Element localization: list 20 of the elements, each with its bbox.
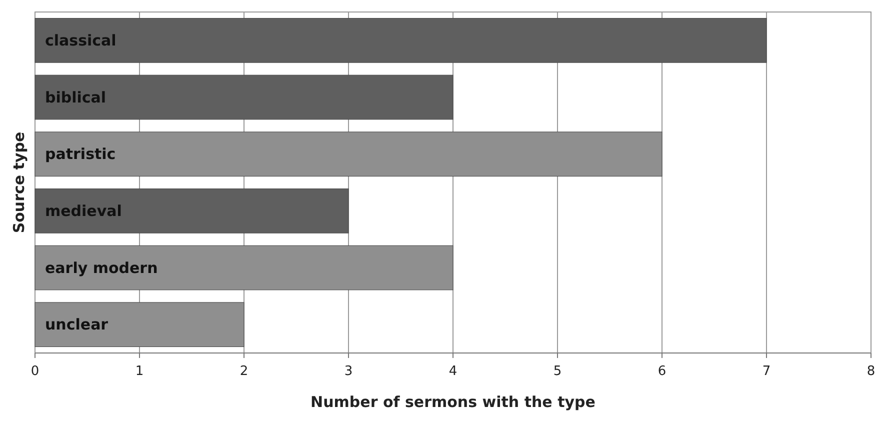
x-tick-label: 4 xyxy=(448,364,458,379)
bar xyxy=(34,188,349,234)
x-tick-label: 7 xyxy=(762,364,771,379)
bar xyxy=(34,74,454,120)
y-tick-label: medieval xyxy=(45,202,122,220)
x-tick-label: 3 xyxy=(344,364,353,379)
y-tick-label: unclear xyxy=(45,316,109,334)
y-axis-title: Source type xyxy=(10,132,28,234)
y-tick-label: patristic xyxy=(45,145,116,164)
x-tick-label: 1 xyxy=(135,364,144,379)
x-axis-title: Number of sermons with the type xyxy=(310,393,596,411)
y-tick-label: early modern xyxy=(45,258,158,277)
x-tick-label: 5 xyxy=(553,364,562,379)
x-tick-label: 8 xyxy=(866,364,876,379)
x-tick-label: 2 xyxy=(240,364,248,379)
x-tick-label: 0 xyxy=(30,364,40,379)
y-tick-label: biblical xyxy=(45,88,106,106)
bar xyxy=(34,18,767,63)
y-tick-label: classical xyxy=(45,31,116,50)
x-tick-label: 6 xyxy=(658,364,666,379)
